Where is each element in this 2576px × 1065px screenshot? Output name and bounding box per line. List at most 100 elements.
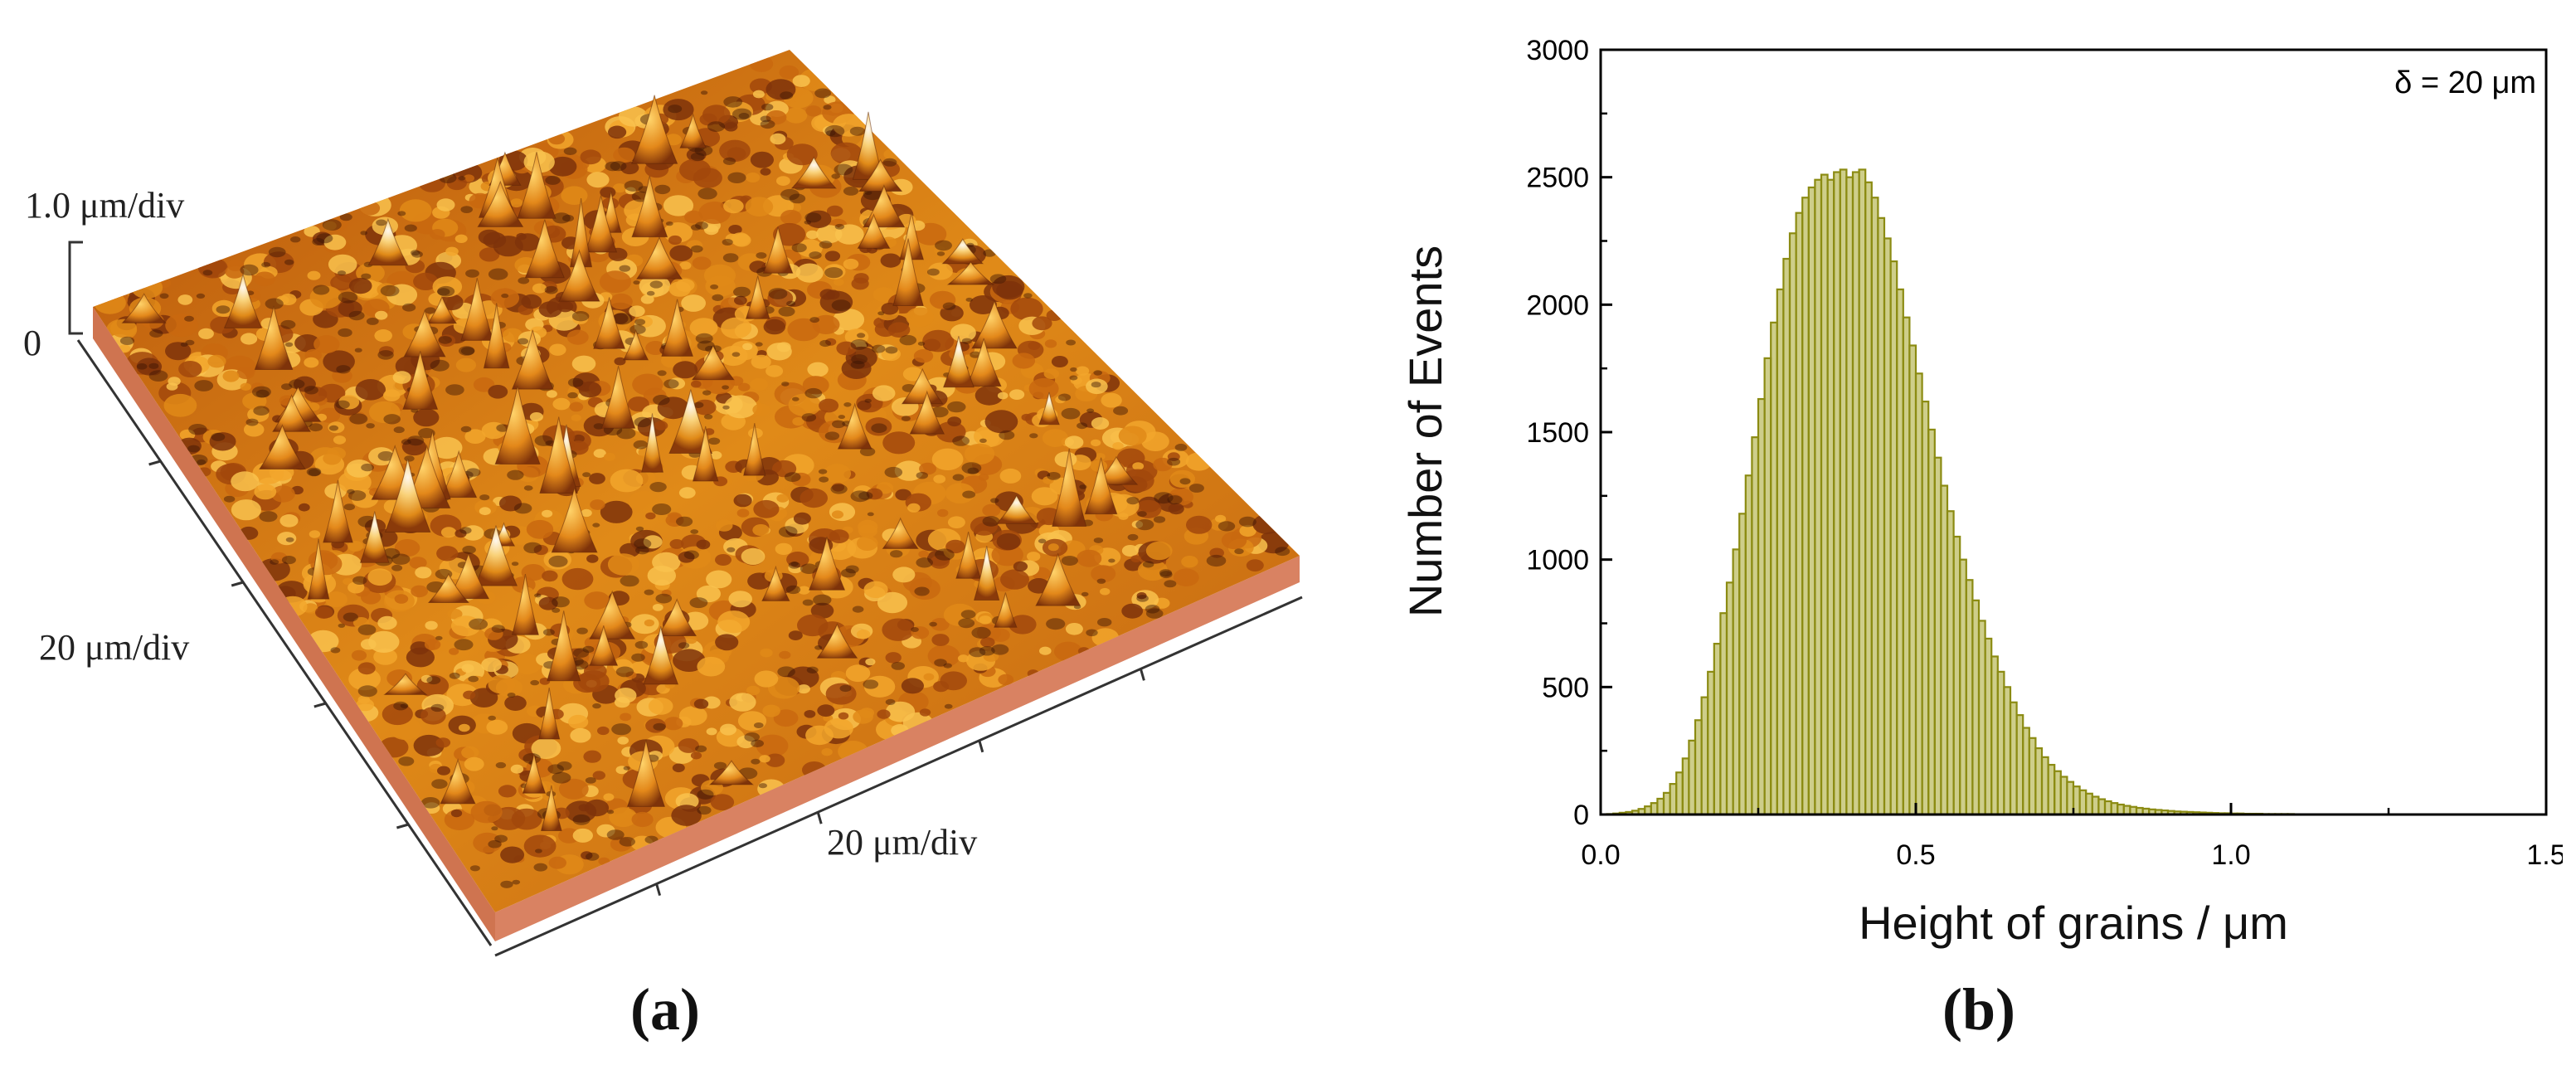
surface-grain — [644, 619, 655, 627]
surface-shadow — [911, 627, 919, 632]
surface-shadow — [1174, 443, 1188, 451]
surface-peak — [223, 274, 263, 328]
surface-peak — [994, 592, 1018, 628]
surface-shadow — [495, 761, 507, 769]
surface-shadow — [437, 288, 450, 296]
surface-shadow — [819, 476, 829, 483]
surface-grain — [498, 495, 522, 512]
surface-shadow — [961, 338, 972, 344]
surface-grain — [983, 650, 999, 662]
surface-grain — [686, 148, 707, 162]
surface-grain — [797, 684, 810, 694]
surface-grain — [692, 256, 712, 270]
surface-grain — [933, 474, 946, 484]
surface-grain — [672, 763, 685, 773]
surface-grain — [791, 472, 811, 487]
surface-shadow — [285, 537, 294, 542]
surface-grain — [231, 471, 260, 492]
surface-grain — [607, 553, 639, 576]
surface-shadow — [425, 307, 436, 314]
surface-shadow — [530, 679, 540, 686]
surface-shadow — [944, 703, 953, 709]
surface-grain — [197, 257, 228, 279]
surface-grain — [270, 485, 295, 503]
surface-grain — [779, 65, 800, 80]
surface-grain — [866, 488, 883, 500]
surface-peak — [539, 416, 578, 494]
afm-surface-panel: 1.0 μm/div 0 20 μm/div 20 μm/div — [18, 25, 1329, 962]
surface-grain — [738, 382, 751, 391]
surface-shadow — [738, 113, 750, 119]
histogram-bar — [1681, 757, 1690, 816]
surface-grain — [399, 199, 432, 222]
surface-grain — [661, 589, 672, 597]
surface-shadow — [620, 575, 639, 587]
surface-shadow — [337, 270, 347, 276]
y-axis-title: Number of Events — [1399, 246, 1451, 617]
surface-peak — [483, 303, 510, 369]
surface-shadow — [547, 764, 564, 775]
surface-grain — [615, 688, 637, 703]
surface-grain — [165, 342, 192, 361]
surface-grain — [892, 336, 903, 344]
surface-grain — [521, 294, 542, 309]
surface-grain — [931, 618, 950, 631]
surface-shadow — [188, 424, 207, 435]
surface-shadow — [281, 383, 293, 391]
surface-grain — [131, 276, 163, 299]
surface-shadow — [501, 293, 509, 299]
histogram-bar — [2122, 805, 2131, 816]
surface-grain — [940, 304, 964, 322]
surface-grain — [1181, 556, 1198, 568]
surface-grain — [997, 391, 1009, 400]
surface-grain — [351, 649, 367, 661]
surface-shadow — [343, 503, 355, 511]
surface-grain — [947, 416, 962, 427]
surface-shadow — [723, 96, 743, 108]
surface-grain — [648, 751, 663, 761]
y-tick-label: 3000 — [1526, 35, 1589, 66]
surface-shadow — [823, 105, 832, 110]
surface-grain — [1043, 368, 1060, 379]
surface-grain — [348, 278, 372, 294]
surface-grain — [766, 343, 792, 361]
surface-shadow — [488, 715, 496, 721]
x-tick-label: 0.5 — [1896, 839, 1935, 871]
histogram-bar — [1669, 783, 1678, 816]
histogram-bar — [1700, 696, 1709, 816]
histogram-bar — [1763, 357, 1772, 816]
surface-grain — [463, 690, 476, 700]
x-tick-label: 0.0 — [1581, 839, 1620, 871]
histogram-bar — [1845, 176, 1854, 816]
surface-grain — [566, 329, 589, 345]
afm-surface-texture — [94, 56, 1290, 888]
surface-grain — [857, 400, 872, 411]
surface-shadow — [119, 336, 135, 345]
surface-shadow — [197, 459, 207, 465]
surface-grain — [1153, 457, 1173, 472]
surface-shadow — [653, 722, 666, 731]
surface-grain — [720, 723, 736, 736]
surface-shadow — [211, 432, 226, 441]
surface-grain — [511, 808, 542, 830]
surface-grain — [1100, 587, 1111, 596]
surface-shadow — [1159, 569, 1173, 577]
surface-shadow — [818, 469, 828, 474]
surface-shadow — [496, 424, 509, 432]
surface-grain — [338, 300, 362, 318]
surface-grain — [894, 460, 924, 481]
surface-grain — [877, 591, 908, 614]
surface-grain — [919, 462, 937, 475]
histogram-bar — [1839, 168, 1848, 816]
surface-grain — [887, 322, 911, 338]
surface-grain — [824, 717, 853, 739]
surface-shadow — [567, 391, 578, 399]
surface-shadow — [871, 423, 887, 433]
surface-grain — [571, 414, 581, 421]
surface-grain — [807, 362, 829, 377]
surface-shadow — [843, 187, 859, 196]
surface-shadow — [610, 161, 627, 172]
surface-shadow — [377, 451, 395, 461]
surface-shadow — [411, 250, 423, 258]
histogram-bar — [2085, 792, 2093, 816]
